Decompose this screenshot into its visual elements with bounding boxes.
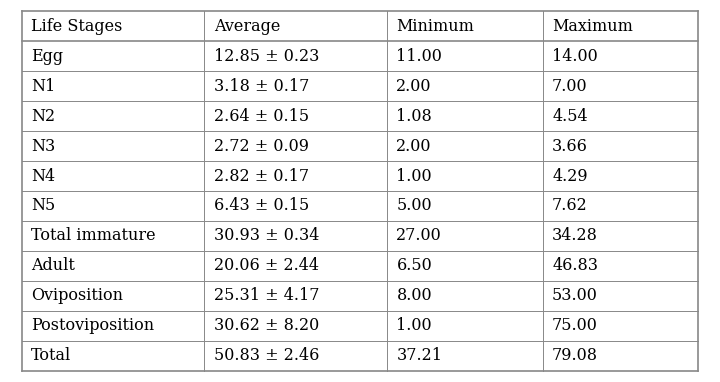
Text: 1.00: 1.00 bbox=[397, 317, 432, 334]
Text: 30.62 ± 8.20: 30.62 ± 8.20 bbox=[214, 317, 319, 334]
Text: 37.21: 37.21 bbox=[397, 347, 442, 364]
Bar bbox=[387, 191, 543, 221]
Bar bbox=[387, 341, 543, 371]
Text: Maximum: Maximum bbox=[552, 18, 633, 35]
Bar bbox=[387, 71, 543, 101]
Bar bbox=[543, 221, 698, 251]
Bar bbox=[22, 251, 204, 281]
Bar bbox=[543, 311, 698, 341]
Bar bbox=[22, 341, 204, 371]
Bar bbox=[543, 251, 698, 281]
Bar bbox=[22, 71, 204, 101]
Bar bbox=[387, 281, 543, 311]
Bar bbox=[387, 131, 543, 161]
Text: 3.18 ± 0.17: 3.18 ± 0.17 bbox=[214, 78, 309, 95]
Bar bbox=[387, 41, 543, 71]
Text: 8.00: 8.00 bbox=[397, 287, 432, 304]
Bar bbox=[543, 161, 698, 191]
Text: 1.00: 1.00 bbox=[397, 168, 432, 185]
Text: 5.00: 5.00 bbox=[397, 197, 432, 214]
Bar bbox=[204, 311, 387, 341]
Text: 2.64 ± 0.15: 2.64 ± 0.15 bbox=[214, 108, 309, 125]
Bar bbox=[22, 101, 204, 131]
Text: N3: N3 bbox=[31, 138, 55, 155]
Text: 75.00: 75.00 bbox=[552, 317, 598, 334]
Bar bbox=[22, 191, 204, 221]
Text: 6.50: 6.50 bbox=[397, 257, 432, 274]
Text: 53.00: 53.00 bbox=[552, 287, 598, 304]
Bar bbox=[543, 281, 698, 311]
Text: 2.72 ± 0.09: 2.72 ± 0.09 bbox=[214, 138, 309, 155]
Text: 4.29: 4.29 bbox=[552, 168, 588, 185]
Bar bbox=[204, 251, 387, 281]
Text: 34.28: 34.28 bbox=[552, 227, 598, 244]
Text: 12.85 ± 0.23: 12.85 ± 0.23 bbox=[214, 48, 319, 65]
Text: Minimum: Minimum bbox=[397, 18, 474, 35]
Bar bbox=[543, 341, 698, 371]
Bar bbox=[22, 281, 204, 311]
Text: 20.06 ± 2.44: 20.06 ± 2.44 bbox=[214, 257, 319, 274]
Bar bbox=[204, 281, 387, 311]
Text: 25.31 ± 4.17: 25.31 ± 4.17 bbox=[214, 287, 319, 304]
Bar bbox=[543, 41, 698, 71]
Bar bbox=[204, 101, 387, 131]
Bar bbox=[387, 221, 543, 251]
Bar bbox=[204, 131, 387, 161]
Bar bbox=[22, 311, 204, 341]
Text: 11.00: 11.00 bbox=[397, 48, 442, 65]
Text: Total immature: Total immature bbox=[31, 227, 156, 244]
Text: N2: N2 bbox=[31, 108, 55, 125]
Bar bbox=[204, 191, 387, 221]
Text: 7.00: 7.00 bbox=[552, 78, 588, 95]
Bar bbox=[543, 191, 698, 221]
Text: Oviposition: Oviposition bbox=[31, 287, 123, 304]
Bar bbox=[204, 71, 387, 101]
Text: Average: Average bbox=[214, 18, 280, 35]
Bar bbox=[387, 311, 543, 341]
Bar bbox=[387, 101, 543, 131]
Text: 79.08: 79.08 bbox=[552, 347, 598, 364]
Bar bbox=[204, 41, 387, 71]
Bar bbox=[387, 11, 543, 41]
Text: 6.43 ± 0.15: 6.43 ± 0.15 bbox=[214, 197, 309, 214]
Text: 27.00: 27.00 bbox=[397, 227, 442, 244]
Text: Postoviposition: Postoviposition bbox=[31, 317, 154, 334]
Text: 2.82 ± 0.17: 2.82 ± 0.17 bbox=[214, 168, 309, 185]
Text: 2.00: 2.00 bbox=[397, 138, 432, 155]
Text: Life Stages: Life Stages bbox=[31, 18, 122, 35]
Text: Egg: Egg bbox=[31, 48, 63, 65]
Bar bbox=[387, 251, 543, 281]
Bar bbox=[387, 161, 543, 191]
Text: 7.62: 7.62 bbox=[552, 197, 588, 214]
Bar bbox=[22, 221, 204, 251]
Text: N1: N1 bbox=[31, 78, 55, 95]
Text: 3.66: 3.66 bbox=[552, 138, 588, 155]
Text: 4.54: 4.54 bbox=[552, 108, 588, 125]
Bar bbox=[22, 161, 204, 191]
Text: N4: N4 bbox=[31, 168, 55, 185]
Bar bbox=[22, 41, 204, 71]
Bar bbox=[543, 11, 698, 41]
Text: Total: Total bbox=[31, 347, 71, 364]
Bar bbox=[204, 341, 387, 371]
Text: Adult: Adult bbox=[31, 257, 75, 274]
Text: 30.93 ± 0.34: 30.93 ± 0.34 bbox=[214, 227, 319, 244]
Text: 2.00: 2.00 bbox=[397, 78, 432, 95]
Text: 46.83: 46.83 bbox=[552, 257, 598, 274]
Text: 50.83 ± 2.46: 50.83 ± 2.46 bbox=[214, 347, 319, 364]
Bar bbox=[543, 131, 698, 161]
Bar bbox=[543, 71, 698, 101]
Bar bbox=[204, 11, 387, 41]
Bar bbox=[543, 101, 698, 131]
Bar bbox=[22, 11, 204, 41]
Bar bbox=[22, 131, 204, 161]
Bar bbox=[204, 161, 387, 191]
Text: 14.00: 14.00 bbox=[552, 48, 598, 65]
Text: N5: N5 bbox=[31, 197, 55, 214]
Text: 1.08: 1.08 bbox=[397, 108, 432, 125]
Bar bbox=[204, 221, 387, 251]
